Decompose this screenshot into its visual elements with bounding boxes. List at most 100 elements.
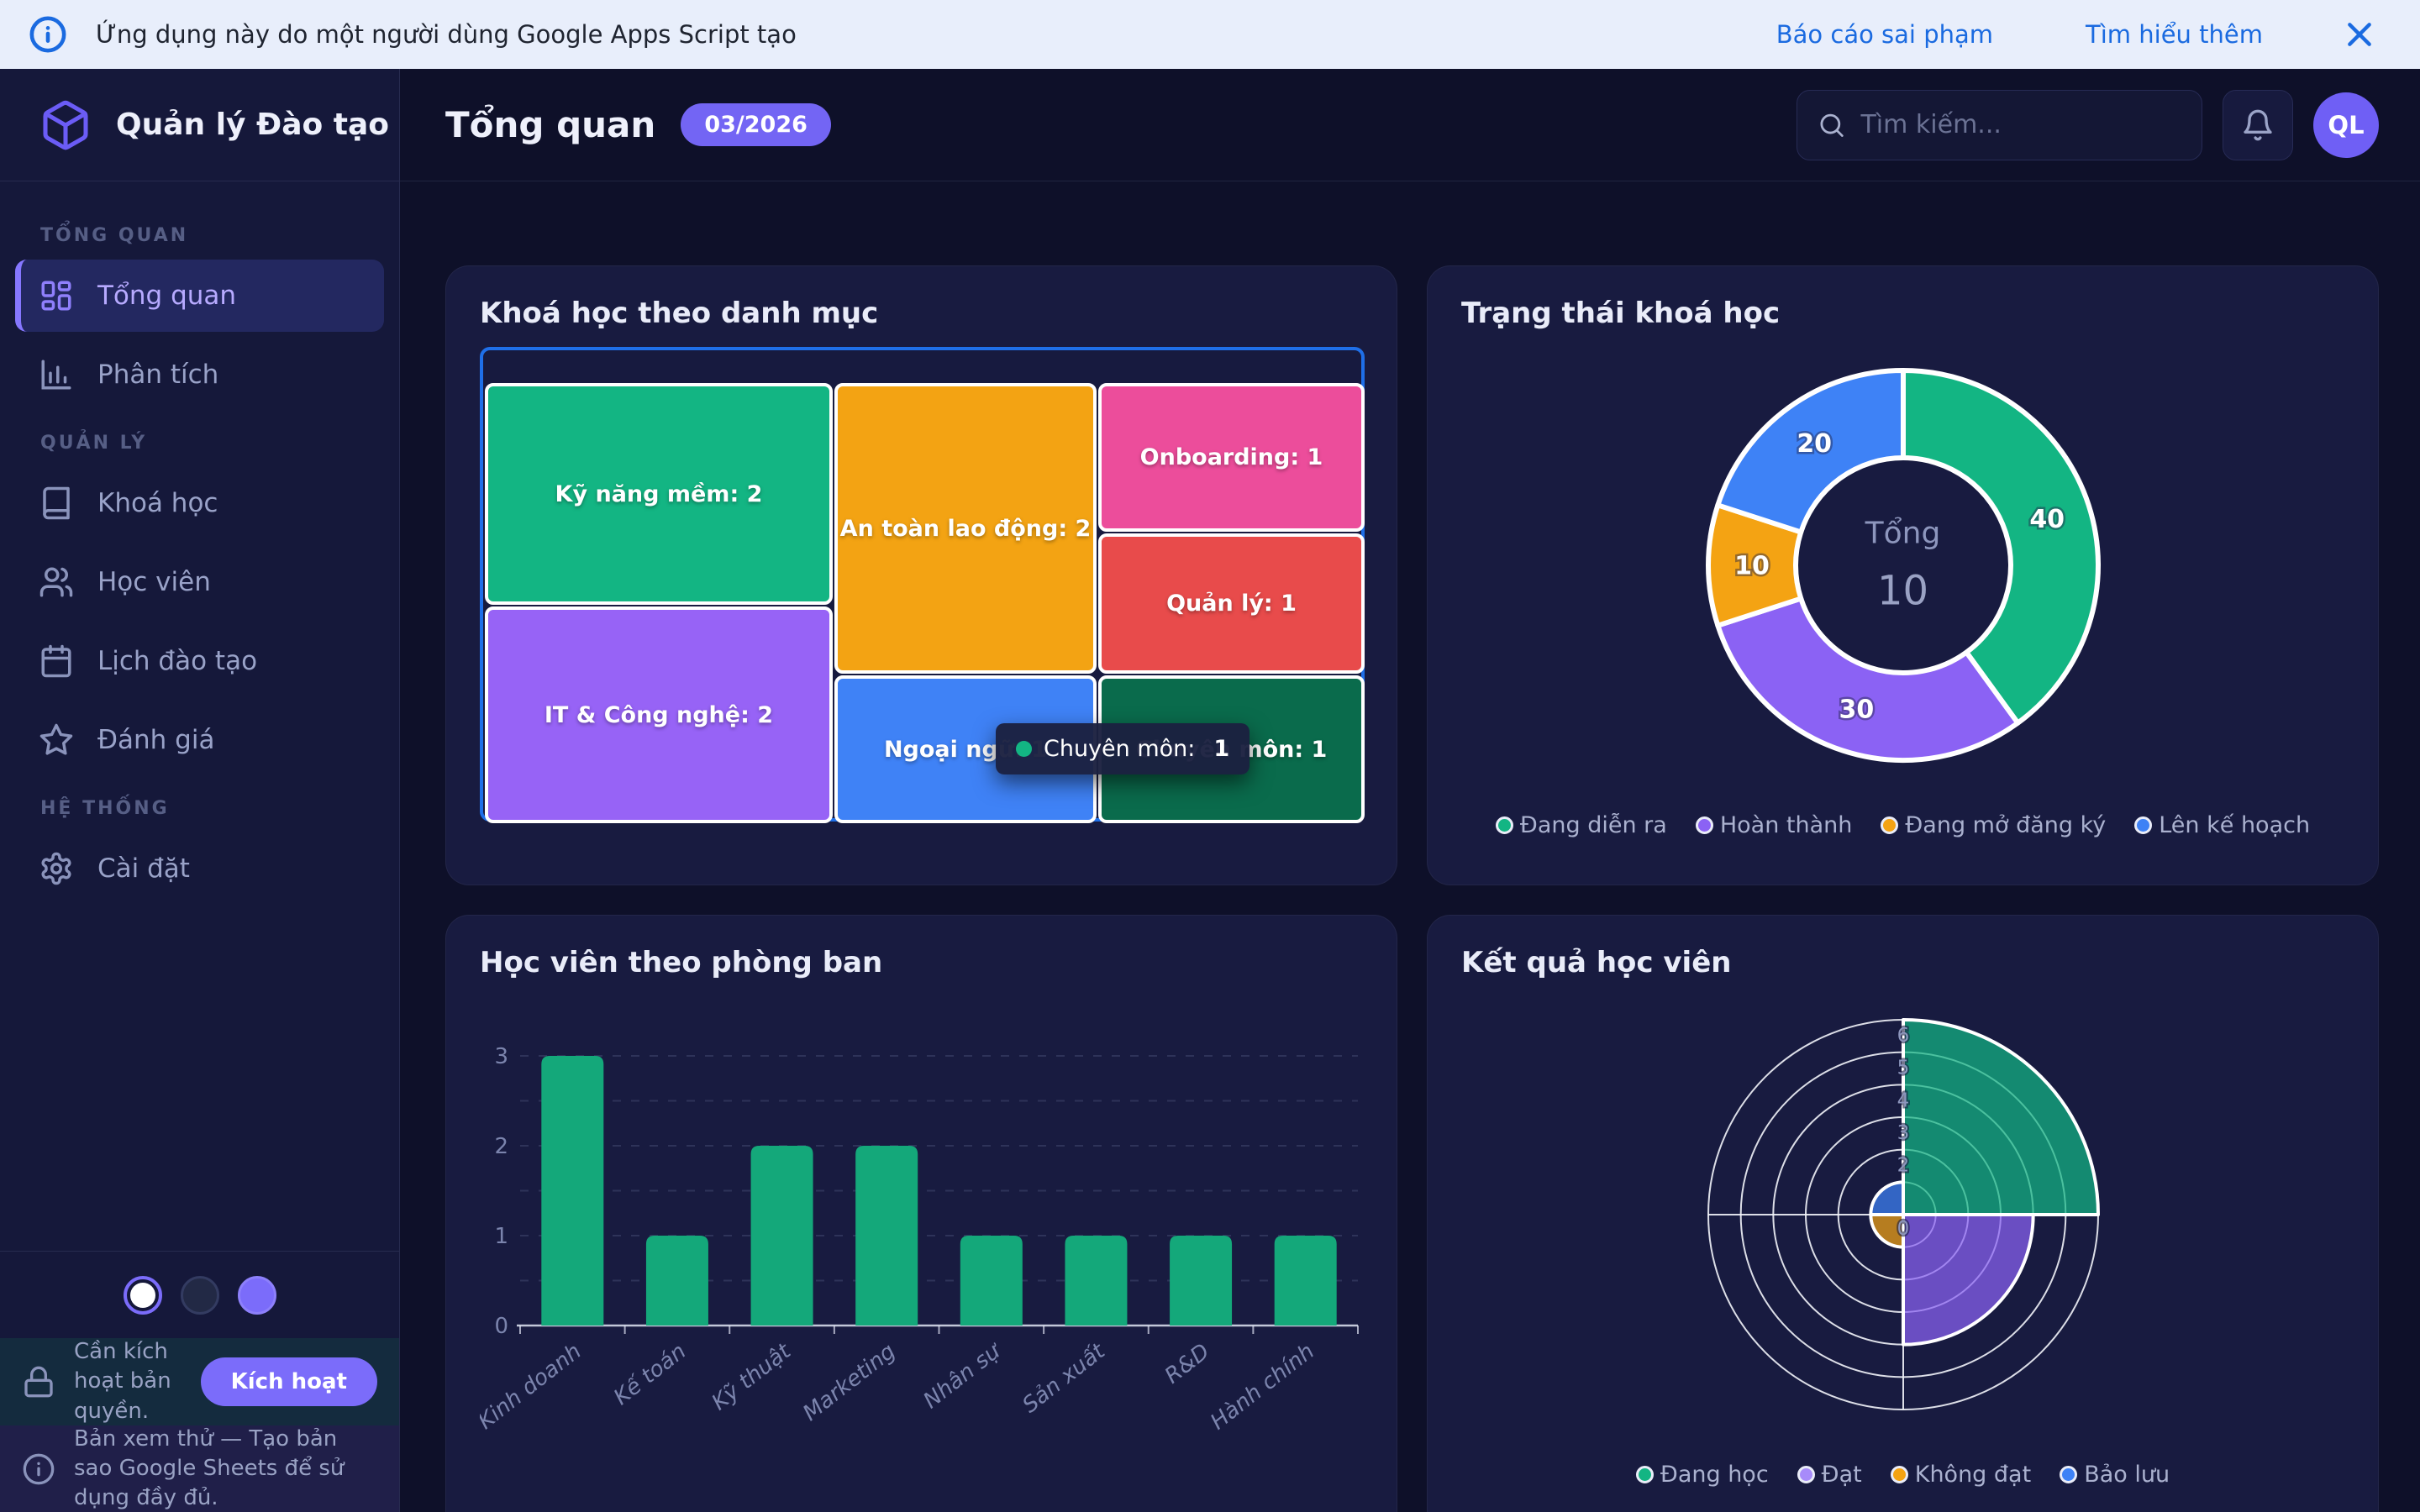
legend-dot (2134, 816, 2153, 834)
calendar-icon (41, 644, 71, 678)
donut-segment[interactable] (1900, 368, 2101, 726)
notifications-button[interactable] (2223, 89, 2293, 160)
bar[interactable] (1170, 1236, 1233, 1326)
sidebar-item-reviews[interactable]: Đánh giá (15, 704, 384, 776)
treemap-cell[interactable]: IT & Công nghệ: 2 (485, 606, 833, 823)
close-icon (2348, 23, 2371, 46)
legend-item[interactable]: Không đạt (1890, 1462, 2032, 1488)
donut-segment[interactable] (1714, 596, 2020, 763)
sidebar-item-overview[interactable]: Tổng quan (15, 260, 384, 332)
x-axis-label: Kinh doanh (480, 1339, 587, 1435)
tooltip-label: Chuyên môn: (1044, 736, 1196, 762)
preview-text: Bản xem thử — Tạo bản sao Google Sheets … (74, 1425, 345, 1511)
search-box[interactable] (1797, 89, 2202, 160)
treemap-cell[interactable]: Quản lý: 1 (1098, 533, 1365, 674)
sidebar-item-students[interactable]: Học viên (15, 546, 384, 618)
legend-item[interactable]: Lên kế hoạch (2134, 812, 2310, 838)
sidebar-item-schedule[interactable]: Lịch đào tạo (15, 625, 384, 697)
users-icon (39, 567, 73, 597)
card-title: Khoá học theo danh mục (480, 297, 879, 330)
cube-logo-icon (43, 100, 88, 150)
sidebar-item-label: Lịch đào tạo (97, 646, 258, 676)
legend-item[interactable]: Đang mở đăng ký (1881, 812, 2106, 838)
dashboard-grid-icon (41, 281, 71, 311)
polar-sector[interactable] (1868, 1180, 1905, 1216)
gear-icon (41, 852, 71, 885)
radial-axis-label: 0 (1897, 1218, 1909, 1240)
radial-axis-label: 3 (1897, 1122, 1909, 1144)
x-axis-label: Hành chính (1206, 1339, 1319, 1436)
bell-icon (2244, 109, 2272, 140)
theme-switcher (0, 1251, 399, 1338)
sidebar-item-courses[interactable]: Khoá học (15, 467, 384, 539)
x-axis-label: Nhân sự (919, 1337, 1007, 1414)
bar[interactable] (855, 1146, 918, 1326)
theme-dot-purple[interactable] (237, 1275, 276, 1315)
theme-dot-dark[interactable] (180, 1275, 219, 1315)
polar-legend: Đang học Đạt Không đạt Bảo lưu (1461, 1462, 2344, 1488)
card-student-results: Kết quả học viên 0 2 3 4 5 6 Đang học Đạt Không… (1427, 915, 2379, 1512)
legend-item[interactable]: Bảo lưu (2060, 1462, 2170, 1488)
radial-axis-label: 2 (1897, 1155, 1909, 1177)
section-label-manage: QUẢN LÝ (40, 433, 148, 454)
learn-more-link[interactable]: Tìm hiểu thêm (2086, 20, 2263, 49)
month-badge: 03/2026 (681, 103, 831, 146)
bar[interactable] (960, 1236, 1023, 1326)
card-course-status: Trạng thái khoá học 40 30 10 20 Tổng 10 Đan… (1427, 265, 2379, 885)
legend-item[interactable]: Đang học (1635, 1462, 1769, 1488)
bar[interactable] (750, 1146, 813, 1326)
x-axis-label: Kế toán (609, 1339, 691, 1410)
treemap-chart: Kỹ năng mềm: 2 An toàn lao động: 2 Onboard… (480, 347, 1365, 823)
x-axis-label: R&D (1160, 1339, 1214, 1389)
sidebar-item-settings[interactable]: Cài đặt (15, 832, 384, 905)
avatar[interactable]: QL (2313, 92, 2379, 158)
legend-label: Đang mở đăng ký (1905, 812, 2107, 838)
legend-label: Không đạt (1914, 1462, 2032, 1488)
treemap-cell[interactable]: Onboarding: 1 (1098, 383, 1365, 532)
search-input[interactable] (1860, 110, 2181, 139)
polar-sector[interactable] (1901, 1213, 2035, 1347)
bar[interactable] (1065, 1236, 1128, 1326)
info-icon (29, 16, 66, 53)
legend-item[interactable]: Đạt (1797, 1462, 1862, 1488)
search-icon (1820, 113, 1844, 137)
activate-button[interactable]: Kích hoạt (200, 1357, 377, 1406)
card-courses-by-category: Khoá học theo danh mục Kỹ năng mềm: 2 An … (445, 265, 1397, 885)
legend-dot (1635, 1466, 1654, 1483)
page-title: Tổng quan (445, 104, 656, 145)
legend-item[interactable]: Đang diễn ra (1495, 812, 1667, 838)
donut-segment-label: 30 (1839, 696, 1874, 725)
polar-sector[interactable] (1901, 1018, 2100, 1216)
sidebar-item-analytics[interactable]: Phân tích (15, 339, 384, 411)
polar-sector[interactable] (1868, 1213, 1905, 1249)
donut-segment[interactable] (1714, 368, 1906, 535)
sidebar-item-label: Khoá học (97, 488, 218, 518)
donut-chart: 40 30 10 20 Tổng 10 (1461, 347, 2344, 784)
chart-tooltip: Chuyên môn: 1 (996, 723, 1250, 774)
radial-axis-label: 5 (1897, 1058, 1909, 1079)
theme-dot-light[interactable] (123, 1275, 162, 1315)
treemap-cell[interactable]: Kỹ năng mềm: 2 (485, 383, 833, 605)
legend-item[interactable]: Hoàn thành (1695, 812, 1852, 838)
legend-dot (1695, 816, 1713, 834)
legend-label: Bảo lưu (2084, 1462, 2170, 1488)
sidebar-item-label: Tổng quan (97, 281, 237, 311)
radial-axis-label: 4 (1897, 1089, 1909, 1111)
bar[interactable] (1274, 1236, 1337, 1326)
legend-label: Đang diễn ra (1519, 812, 1667, 838)
sidebar-footer: Cần kích hoạt bản quyền. Kích hoạt Bản x… (0, 1251, 399, 1512)
license-bar: Cần kích hoạt bản quyền. Kích hoạt (0, 1338, 399, 1425)
bar-chart-icon (41, 360, 71, 390)
license-text: Cần kích hoạt bản quyền. (74, 1339, 171, 1424)
close-banner-button[interactable] (2343, 18, 2376, 51)
main-content: Khoá học theo danh mục Kỹ năng mềm: 2 An … (400, 181, 2420, 1512)
report-abuse-link[interactable]: Báo cáo sai phạm (1776, 20, 1994, 49)
legend-dot (1797, 1466, 1815, 1483)
treemap-cell[interactable]: An toàn lao động: 2 (834, 383, 1097, 674)
info-icon (23, 1453, 55, 1484)
bar[interactable] (645, 1236, 708, 1326)
x-axis-label: Sản xuất (1018, 1338, 1111, 1418)
bar[interactable] (541, 1056, 604, 1326)
sidebar-item-label: Cài đặt (97, 853, 190, 884)
legend-label: Lên kế hoạch (2159, 812, 2311, 838)
